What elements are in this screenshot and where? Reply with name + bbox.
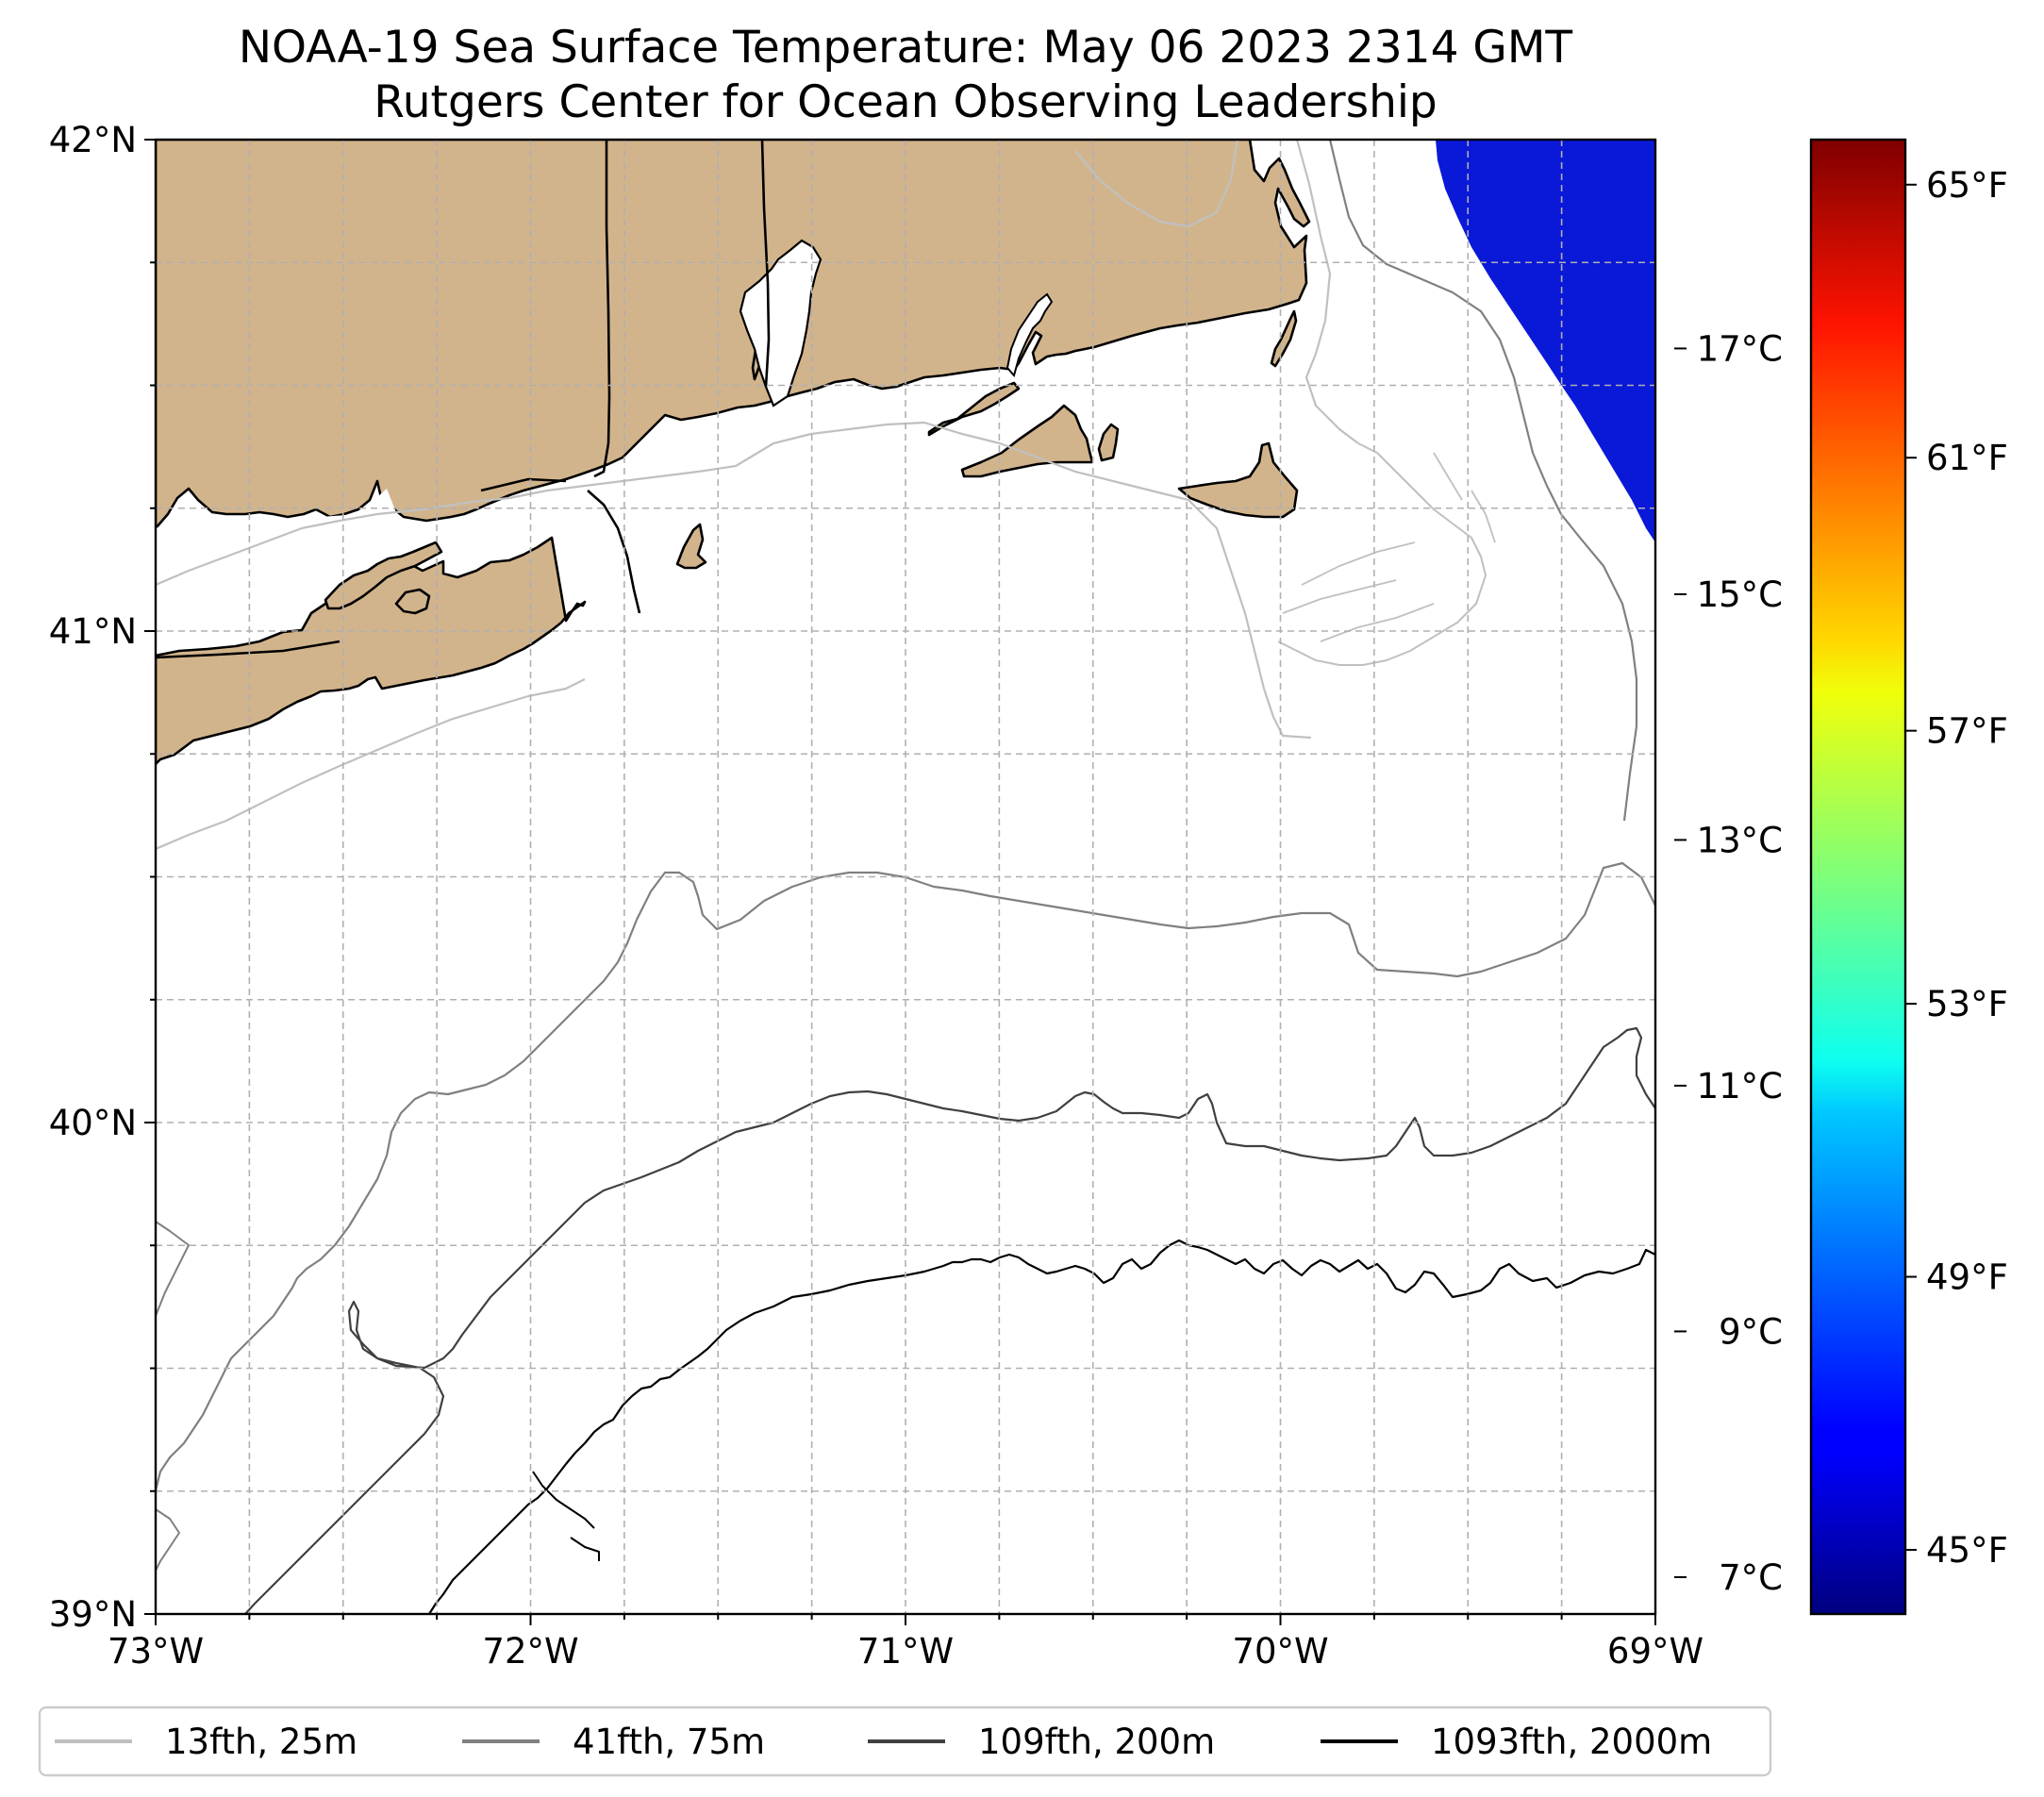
contour-75m-south: [156, 861, 1655, 1491]
land-marthas-vineyard: [960, 404, 1094, 478]
buzzards-bay: [1005, 292, 1054, 378]
celsius-tick-label: 7°C: [1719, 1557, 1783, 1598]
fahrenheit-tick-label: 53°F: [1926, 984, 2008, 1024]
axis-ticks: [144, 139, 1656, 1625]
land-monomoy: [1270, 309, 1298, 368]
colorbar-ticks: [1674, 183, 1917, 1578]
title-line-1: NOAA-19 Sea Surface Temperature: May 06 …: [239, 22, 1573, 74]
contour-75m-sw: [156, 1221, 190, 1572]
title-line-2: Rutgers Center for Ocean Observing Leade…: [374, 76, 1437, 128]
colorbar: 17°C 15°C 13°C 11°C 9°C 7°C 65°F 61°F 57…: [1674, 138, 2008, 1616]
fahrenheit-tick-label: 45°F: [1926, 1530, 2008, 1571]
contour-25m-cape: [1074, 140, 1239, 228]
gridlines: [156, 140, 1655, 1614]
celsius-tick-label: 17°C: [1697, 328, 1783, 369]
fahrenheit-tick-label: 57°F: [1926, 711, 2008, 752]
land-mass: [156, 140, 1311, 766]
celsius-tick-label: 11°C: [1697, 1066, 1783, 1106]
contour-2000m-canyon: [532, 1471, 600, 1561]
contour-2000m: [428, 1239, 1655, 1614]
bathymetry-contours: [156, 140, 1655, 1614]
fahrenheit-tick-label: 61°F: [1926, 438, 2008, 478]
land-elizabeth-islands: [927, 381, 1021, 437]
sst-data-patch: [1436, 140, 1655, 542]
x-tick-label: 72°W: [482, 1631, 578, 1672]
land-nantucket: [1177, 441, 1299, 519]
contour-25m-outer-cape: [1295, 140, 1359, 444]
land-long-island-south-fork: [324, 541, 443, 610]
celsius-tick-label: 13°C: [1697, 820, 1783, 860]
legend-label-25m: 13fth, 25m: [165, 1722, 357, 1762]
celsius-tick-label: 9°C: [1719, 1311, 1783, 1352]
land-chappaquiddick: [1097, 423, 1120, 462]
land-shelter-island: [394, 588, 431, 615]
legend: 13fth, 25m 41fth, 75m 109fth, 200m 1093f…: [38, 1705, 1772, 1777]
narragansett-bay: [739, 239, 823, 408]
legend-label-75m: 41fth, 75m: [573, 1722, 765, 1762]
land-mainland: [156, 140, 1311, 530]
fahrenheit-tick-label: 65°F: [1926, 165, 2008, 206]
x-tick-label: 73°W: [108, 1631, 204, 1672]
fahrenheit-tick-label: 49°F: [1926, 1257, 2008, 1298]
x-tick-label: 70°W: [1232, 1631, 1328, 1672]
celsius-tick-label: 15°C: [1697, 574, 1783, 615]
contour-25m: [156, 421, 1312, 740]
legend-label-200m: 109fth, 200m: [978, 1722, 1215, 1762]
y-tick-label: 39°N: [49, 1594, 137, 1635]
long-island-sound-west: [156, 472, 604, 641]
land-block-island: [675, 523, 707, 570]
y-tick-label: 41°N: [49, 611, 137, 652]
contour-25m-li-south: [156, 678, 586, 851]
y-tick-label: 42°N: [49, 120, 137, 160]
contour-200m: [244, 1026, 1655, 1614]
map-panel: 73°W 72°W 71°W 70°W 69°W 42°N 41°N 40°N …: [49, 120, 1703, 1672]
x-tick-label: 71°W: [857, 1631, 954, 1672]
x-tick-label: 69°W: [1607, 1631, 1703, 1672]
y-tick-label: 40°N: [49, 1103, 137, 1143]
colorbar-gradient: [1809, 138, 1907, 1616]
legend-label-2000m: 1093fth, 2000m: [1431, 1722, 1712, 1762]
contour-25m-shoal-ridges: [1282, 452, 1496, 642]
